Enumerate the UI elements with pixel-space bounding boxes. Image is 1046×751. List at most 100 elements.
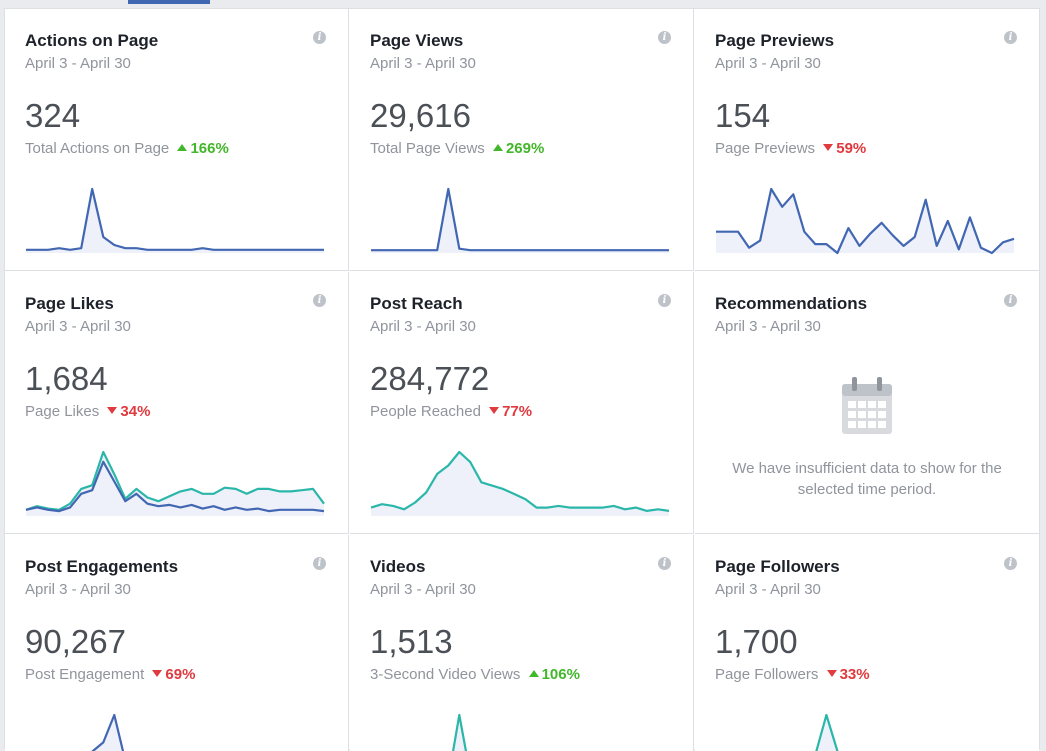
card-title: Post Reach (370, 294, 463, 313)
up-arrow-icon (177, 143, 188, 151)
card-metric-label-row: Total Page Views 269% (370, 140, 544, 157)
card-metric-value: 1,513 (370, 623, 453, 660)
sparkline-chart (370, 450, 670, 516)
insights-overview-grid: Actions on Page April 3 - April 30 i 324… (4, 8, 1040, 751)
insufficient-data-message: We have insufficient data to show for th… (732, 460, 1002, 498)
card-actions-on-page[interactable]: Actions on Page April 3 - April 30 i 324… (5, 9, 349, 271)
change-indicator: 77% (489, 403, 532, 420)
sparkline-chart (26, 187, 324, 253)
info-icon[interactable]: i (1004, 294, 1017, 307)
info-icon[interactable]: i (1004, 31, 1017, 44)
sparkline-area (371, 189, 669, 253)
card-date-range: April 3 - April 30 (715, 318, 821, 335)
sparkline-area (716, 189, 1014, 253)
sparkline-chart (371, 187, 669, 253)
card-title: Videos (370, 557, 426, 576)
sparkline-chart (91, 713, 125, 751)
sparkline-area (26, 189, 324, 253)
down-arrow-icon (826, 669, 837, 677)
down-arrow-icon (823, 143, 834, 151)
card-title: Page Likes (25, 294, 114, 313)
down-arrow-icon (107, 406, 118, 414)
info-icon[interactable]: i (313, 557, 326, 570)
up-arrow-icon (492, 143, 503, 151)
card-metric-label-row: Post Engagement 69% (25, 666, 195, 683)
info-icon[interactable]: i (313, 294, 326, 307)
card-metric-label: 3-Second Video Views (370, 666, 521, 683)
card-title: Recommendations (715, 294, 868, 313)
sparkline-series-line (371, 187, 669, 252)
change-percent: 34% (120, 403, 151, 420)
sparkline-series-line (25, 460, 325, 513)
card-date-range: April 3 - April 30 (715, 55, 821, 72)
card-metric-value: 29,616 (370, 97, 471, 134)
info-icon[interactable]: i (658, 294, 671, 307)
card-metric-label: Page Likes (25, 403, 100, 420)
change-indicator: 166% (177, 140, 229, 157)
sparkline-series-line (451, 713, 468, 751)
change-indicator: 33% (826, 666, 870, 683)
change-percent: 106% (541, 666, 580, 683)
sparkline-chart (451, 713, 468, 751)
sparkline-area (371, 452, 669, 516)
card-page-likes[interactable]: Page Likes April 3 - April 30 i 1,684 Pa… (5, 272, 349, 534)
sparkline-chart (815, 713, 839, 751)
change-percent: 269% (505, 140, 545, 157)
change-percent: 33% (839, 666, 870, 683)
sparkline-area (816, 715, 838, 751)
info-icon[interactable]: i (658, 557, 671, 570)
info-icon[interactable]: i (1004, 557, 1017, 570)
change-percent: 166% (190, 140, 229, 157)
card-date-range: April 3 - April 30 (370, 55, 476, 72)
card-metric-value: 90,267 (25, 623, 126, 660)
down-arrow-icon (489, 406, 500, 414)
card-metric-label-row: Total Actions on Page 166% (25, 140, 229, 157)
calendar-icon (842, 377, 892, 434)
card-page-previews[interactable]: Page Previews April 3 - April 30 i 154 P… (695, 9, 1039, 271)
card-post-engagements[interactable]: Post Engagements April 3 - April 30 i 90… (5, 535, 349, 751)
sparkline-series-line (716, 187, 1015, 255)
card-videos[interactable]: Videos April 3 - April 30 i 1,513 3-Seco… (350, 535, 694, 751)
card-metric-value: 324 (25, 97, 81, 134)
card-metric-label: Total Page Views (370, 140, 485, 157)
card-post-reach[interactable]: Post Reach April 3 - April 30 i 284,772 … (350, 272, 694, 534)
change-indicator: 69% (152, 666, 195, 683)
card-metric-label: Total Actions on Page (25, 140, 170, 157)
sparkline-series-line (815, 713, 839, 751)
card-title: Page Views (370, 31, 464, 50)
info-icon[interactable]: i (313, 31, 326, 44)
card-metric-value: 1,700 (715, 623, 798, 660)
card-metric-value: 1,684 (25, 360, 108, 397)
sparkline-area (453, 715, 466, 751)
sparkline-series-line (25, 450, 325, 511)
card-metric-label-row: Page Followers 33% (715, 666, 870, 683)
sparkline-series-line (26, 187, 324, 251)
card-date-range: April 3 - April 30 (370, 581, 476, 598)
card-metric-label-row: Page Previews 59% (715, 140, 866, 157)
change-percent: 77% (502, 403, 533, 420)
change-indicator: 269% (492, 140, 545, 157)
card-metric-value: 284,772 (370, 360, 490, 397)
down-arrow-icon (152, 669, 163, 677)
card-metric-label: Post Engagement (25, 666, 145, 683)
card-metric-label-row: People Reached 77% (370, 403, 532, 420)
card-date-range: April 3 - April 30 (25, 318, 131, 335)
info-icon[interactable]: i (658, 31, 671, 44)
sparkline-series-line (91, 713, 125, 751)
sparkline-chart (25, 450, 325, 516)
card-page-followers[interactable]: Page Followers April 3 - April 30 i 1,70… (695, 535, 1039, 751)
change-indicator: 106% (528, 666, 580, 683)
change-percent: 69% (165, 666, 196, 683)
up-arrow-icon (528, 669, 539, 677)
card-title: Actions on Page (25, 31, 159, 50)
card-recommendations[interactable]: Recommendations April 3 - April 30 i We … (695, 272, 1039, 534)
change-percent: 59% (836, 140, 867, 157)
sparkline-series-line (370, 450, 670, 512)
change-indicator: 59% (823, 140, 866, 157)
card-page-views[interactable]: Page Views April 3 - April 30 i 29,616 T… (350, 9, 694, 271)
card-title: Page Previews (715, 31, 835, 50)
card-metric-label: Page Followers (715, 666, 819, 683)
card-date-range: April 3 - April 30 (370, 318, 476, 335)
active-tab-indicator (128, 0, 210, 4)
card-metric-label-row: Page Likes 34% (25, 403, 150, 420)
